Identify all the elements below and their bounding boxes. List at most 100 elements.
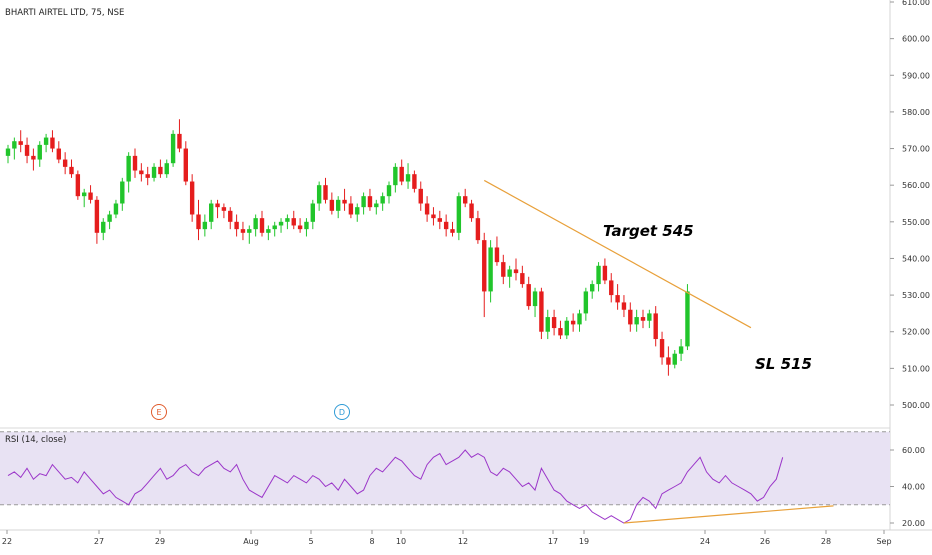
time-tick-label: 5: [308, 537, 313, 546]
candle-body: [291, 218, 296, 226]
candle-body: [196, 214, 201, 230]
candle-body: [666, 357, 671, 365]
candle-body: [56, 148, 61, 160]
time-tick-label: 26: [760, 537, 770, 546]
candle-body: [647, 313, 652, 321]
price-tick-label: 520.00: [902, 328, 930, 337]
time-tick-label: 28: [821, 537, 831, 546]
candle-body: [113, 203, 119, 215]
time-tick-label: 24: [700, 537, 710, 546]
candle-body: [494, 247, 500, 263]
time-tick-label: 29: [155, 537, 165, 546]
candle-body: [101, 221, 106, 233]
candle-body: [602, 265, 608, 281]
candle-body: [18, 141, 23, 145]
candle-body: [418, 188, 423, 204]
time-tick-label: 17: [548, 537, 558, 546]
candle-body: [634, 317, 639, 325]
price-tick-label: 510.00: [902, 364, 930, 373]
candle-body: [259, 218, 265, 233]
rsi-tick-label: 40.00: [902, 483, 925, 492]
candle-body: [621, 302, 627, 310]
candle-body: [507, 269, 512, 277]
candle-body: [304, 221, 309, 230]
candle-body: [437, 218, 442, 222]
time-tick-label: 27: [94, 537, 104, 546]
symbol-title: BHARTI AIRTEL LTD, 75, NSE: [5, 8, 124, 18]
time-tick-label: 8: [369, 537, 374, 546]
candle-body: [361, 196, 366, 208]
candle-body: [285, 218, 290, 222]
candle-body: [348, 203, 354, 215]
candle-body: [672, 353, 677, 365]
candle-body: [431, 214, 436, 219]
candle-body: [43, 137, 49, 145]
candle-body: [596, 265, 601, 285]
candle-body: [539, 291, 544, 332]
price-tick-label: 540.00: [902, 254, 930, 263]
candle-body: [336, 199, 341, 211]
candle-body: [342, 199, 347, 204]
candle-body: [545, 317, 550, 332]
price-tick-label: 530.00: [902, 291, 930, 300]
candle-body: [628, 309, 633, 325]
stop-loss-annotation: SL 515: [755, 355, 812, 373]
candle-body: [278, 221, 284, 226]
earnings-marker[interactable]: E: [151, 404, 167, 420]
trendlines-layer: [483, 179, 834, 524]
candle-body: [234, 221, 239, 230]
candle-body: [551, 317, 557, 329]
candle-body: [374, 203, 379, 208]
price-axis: 610.00 600.00 590.00 580.00 570.00 560.00 550.…: [890, 0, 930, 410]
rsi-pane: 60.00 40.00 20.00: [0, 431, 925, 528]
candle-body: [590, 284, 595, 292]
candle-body: [107, 214, 112, 222]
candle-body: [151, 166, 157, 178]
candle-body: [640, 317, 646, 321]
candle-body: [323, 185, 328, 200]
candle-body: [69, 166, 74, 175]
candle-body: [482, 240, 487, 292]
candle-body: [12, 141, 17, 149]
candle-body: [380, 196, 385, 204]
candle-body: [367, 196, 373, 208]
price-tick-label: 600.00: [902, 35, 930, 44]
candle-body: [469, 203, 474, 219]
candle-body: [399, 166, 404, 182]
candle-body: [177, 133, 182, 149]
candle-body: [412, 174, 417, 189]
earnings-marker-letter: E: [156, 408, 161, 417]
candle-body: [526, 284, 531, 307]
candle-body: [488, 247, 493, 292]
candles-layer: [5, 119, 690, 376]
candle-body: [75, 174, 81, 197]
candle-body: [659, 339, 665, 358]
candle-body: [37, 144, 42, 160]
candle-body: [221, 207, 227, 211]
candle-body: [50, 137, 55, 149]
candle-body: [577, 313, 582, 325]
candle-body: [564, 320, 569, 336]
candle-body: [355, 207, 360, 215]
price-tick-label: 590.00: [902, 71, 930, 80]
candle-body: [132, 155, 138, 171]
candle-body: [164, 163, 169, 175]
target-annotation: Target 545: [603, 222, 694, 240]
candle-body: [513, 269, 519, 274]
rsi-band: [0, 431, 890, 505]
dividend-marker[interactable]: D: [334, 404, 350, 420]
candle-body: [386, 185, 392, 197]
candle-body: [310, 203, 315, 222]
resistance-trendline: [483, 179, 752, 329]
price-tick-label: 580.00: [902, 108, 930, 117]
time-tick-label: Sep: [876, 537, 891, 546]
candle-body: [126, 155, 131, 182]
candle-body: [145, 174, 150, 178]
rsi-line: [7, 449, 784, 524]
time-axis: 22 27 29 Aug 5 8 10 12 17 19 24 26 28 Sep: [2, 530, 892, 546]
candle-body: [685, 291, 690, 347]
candle-body: [62, 159, 68, 167]
rsi-support-trendline: [623, 505, 834, 524]
